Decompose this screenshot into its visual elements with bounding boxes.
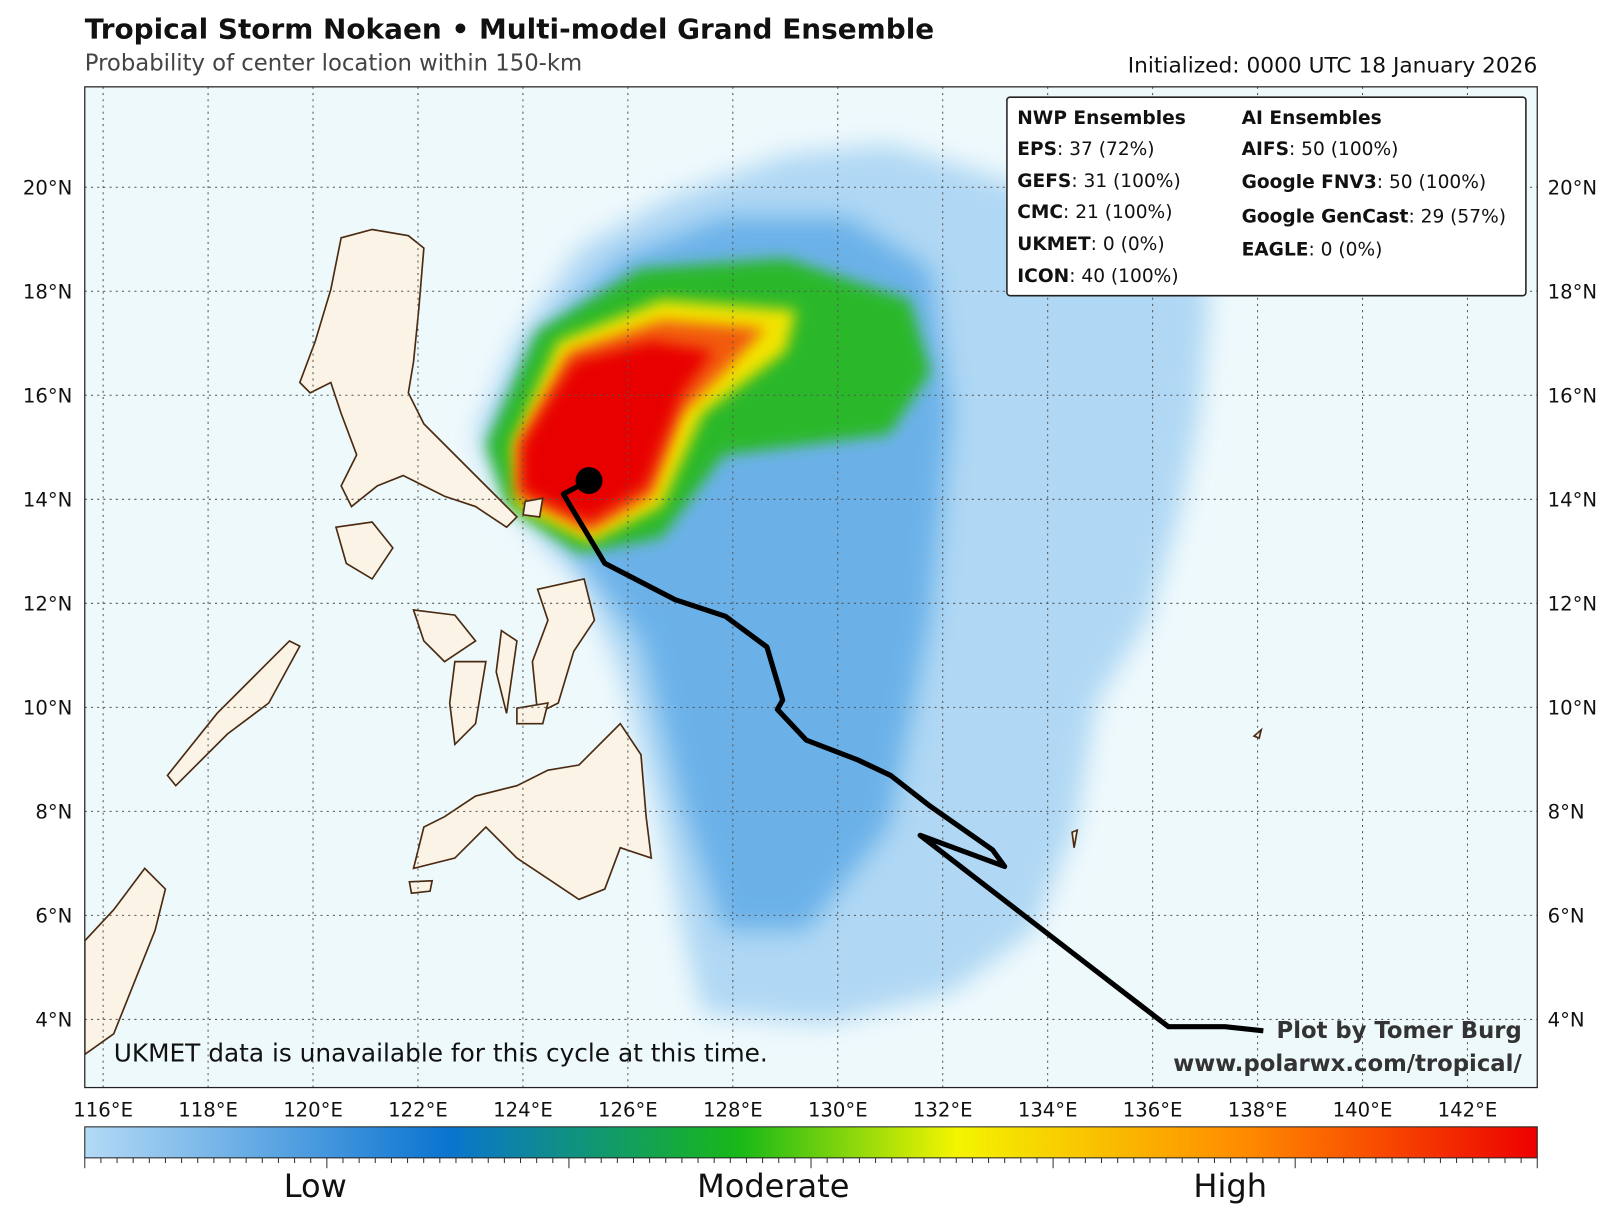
- colorbar-label: Moderate: [697, 1167, 849, 1205]
- legend-entry: GEFS: 31 (100%): [1017, 171, 1180, 192]
- y-tick-label-right: 6°N: [1548, 905, 1585, 928]
- model-detail: : 31 (100%): [1071, 171, 1180, 192]
- colorbar-label: High: [1193, 1167, 1267, 1205]
- legend-entry: AIFS: 50 (100%): [1242, 139, 1399, 160]
- map-area: [84, 86, 1538, 1088]
- legend-entry: EPS: 37 (72%): [1017, 139, 1154, 160]
- legend-entry: Google GenCast: 29 (57%): [1242, 206, 1506, 227]
- model-name: EAGLE: [1242, 239, 1309, 260]
- legend-entry: CMC: 21 (100%): [1017, 202, 1172, 223]
- x-tick-label: 128°E: [703, 1099, 763, 1122]
- model-detail: : 0 (0%): [1308, 239, 1382, 260]
- legend-entry: Google FNV3: 50 (100%): [1242, 172, 1487, 193]
- model-detail: : 40 (100%): [1069, 266, 1178, 287]
- y-tick-label: 16°N: [23, 385, 72, 408]
- model-detail: : 50 (100%): [1377, 172, 1486, 193]
- y-tick-label: 10°N: [23, 697, 72, 720]
- subtitle: Probability of center location within 15…: [85, 50, 582, 76]
- colorbar-labels: Low Moderate High: [284, 1167, 1267, 1205]
- colorbar-label: Low: [284, 1167, 347, 1205]
- tick-labels: 116°E 118°E 120°E 122°E 124°E 126°E 128°E 130°E…: [23, 176, 1597, 1121]
- model-name: Google FNV3: [1242, 172, 1377, 193]
- colorbar: [84, 1126, 1538, 1159]
- y-tick-label: 18°N: [23, 280, 72, 303]
- y-tick-label-right: 4°N: [1548, 1009, 1585, 1032]
- y-tick-label: 6°N: [35, 905, 72, 928]
- x-tick-label: 132°E: [913, 1099, 973, 1122]
- legend: NWP Ensembles EPS: 37 (72%) GEFS: 31 (100%…: [1006, 96, 1527, 297]
- model-name: UKMET: [1017, 234, 1091, 255]
- map-frame: [84, 86, 1538, 1089]
- model-name: CMC: [1017, 202, 1063, 223]
- legend-entry: ICON: 40 (100%): [1017, 266, 1178, 287]
- credit-author: Plot by Tomer Burg: [1277, 1018, 1522, 1044]
- y-tick-label: 8°N: [35, 801, 72, 824]
- x-tick-label: 142°E: [1438, 1099, 1498, 1122]
- y-tick-label: 4°N: [35, 1009, 72, 1032]
- y-tick-label-right: 20°N: [1548, 176, 1597, 199]
- y-tick-label: 20°N: [23, 176, 72, 199]
- model-detail: : 0 (0%): [1091, 234, 1165, 255]
- x-tick-label: 118°E: [178, 1099, 238, 1122]
- note: UKMET data is unavailable for this cycle…: [114, 1039, 768, 1068]
- model-name: EPS: [1017, 139, 1057, 160]
- y-tick-label-right: 14°N: [1548, 489, 1597, 512]
- y-tick-label: 12°N: [23, 593, 72, 616]
- mean-track: [560, 478, 1264, 1034]
- initialized: Initialized: 0000 UTC 18 January 2026: [1128, 53, 1538, 78]
- model-name: AIFS: [1242, 139, 1289, 160]
- model-detail: : 21 (100%): [1063, 202, 1172, 223]
- legend-entry: UKMET: 0 (0%): [1017, 234, 1164, 255]
- title: Tropical Storm Nokaen • Multi-model Gran…: [85, 12, 934, 45]
- legend-items: NWP Ensembles EPS: 37 (72%) GEFS: 31 (100%…: [1017, 108, 1506, 287]
- y-tick-label-right: 8°N: [1548, 801, 1585, 824]
- y-tick-label-right: 10°N: [1548, 697, 1597, 720]
- x-tick-label: 136°E: [1123, 1099, 1183, 1122]
- legend-heading: NWP Ensembles: [1017, 108, 1186, 129]
- x-tick-label: 122°E: [388, 1099, 448, 1122]
- credit-url: www.polarwx.com/tropical/: [1173, 1051, 1522, 1077]
- legend-heading: AI Ensembles: [1242, 108, 1382, 129]
- colorbar-ticks: [84, 1157, 1538, 1169]
- x-tick-label: 124°E: [493, 1099, 553, 1122]
- x-tick-label: 120°E: [283, 1099, 343, 1122]
- model-detail: : 37 (72%): [1057, 139, 1155, 160]
- legend-entry: EAGLE: 0 (0%): [1242, 239, 1383, 260]
- x-tick-label: 130°E: [808, 1099, 868, 1122]
- model-name: Google GenCast: [1242, 206, 1409, 227]
- y-tick-label-right: 12°N: [1548, 593, 1597, 616]
- model-detail: : 50 (100%): [1289, 139, 1398, 160]
- y-tick-label-right: 18°N: [1548, 280, 1597, 303]
- model-name: GEFS: [1017, 171, 1071, 192]
- model-detail: : 29 (57%): [1408, 206, 1506, 227]
- figure: Tropical Storm Nokaen • Multi-model Gran…: [23, 12, 1597, 1205]
- y-tick-label: 14°N: [23, 489, 72, 512]
- model-name: ICON: [1017, 266, 1069, 287]
- x-tick-label: 116°E: [73, 1099, 133, 1122]
- x-tick-label: 140°E: [1333, 1099, 1393, 1122]
- legend-box: [1006, 96, 1527, 297]
- track-layer: [560, 467, 1264, 1034]
- y-tick-label-right: 16°N: [1548, 385, 1597, 408]
- x-tick-label: 138°E: [1228, 1099, 1288, 1122]
- x-tick-label: 134°E: [1018, 1099, 1078, 1122]
- current-center: [575, 467, 603, 495]
- x-tick-label: 126°E: [598, 1099, 658, 1122]
